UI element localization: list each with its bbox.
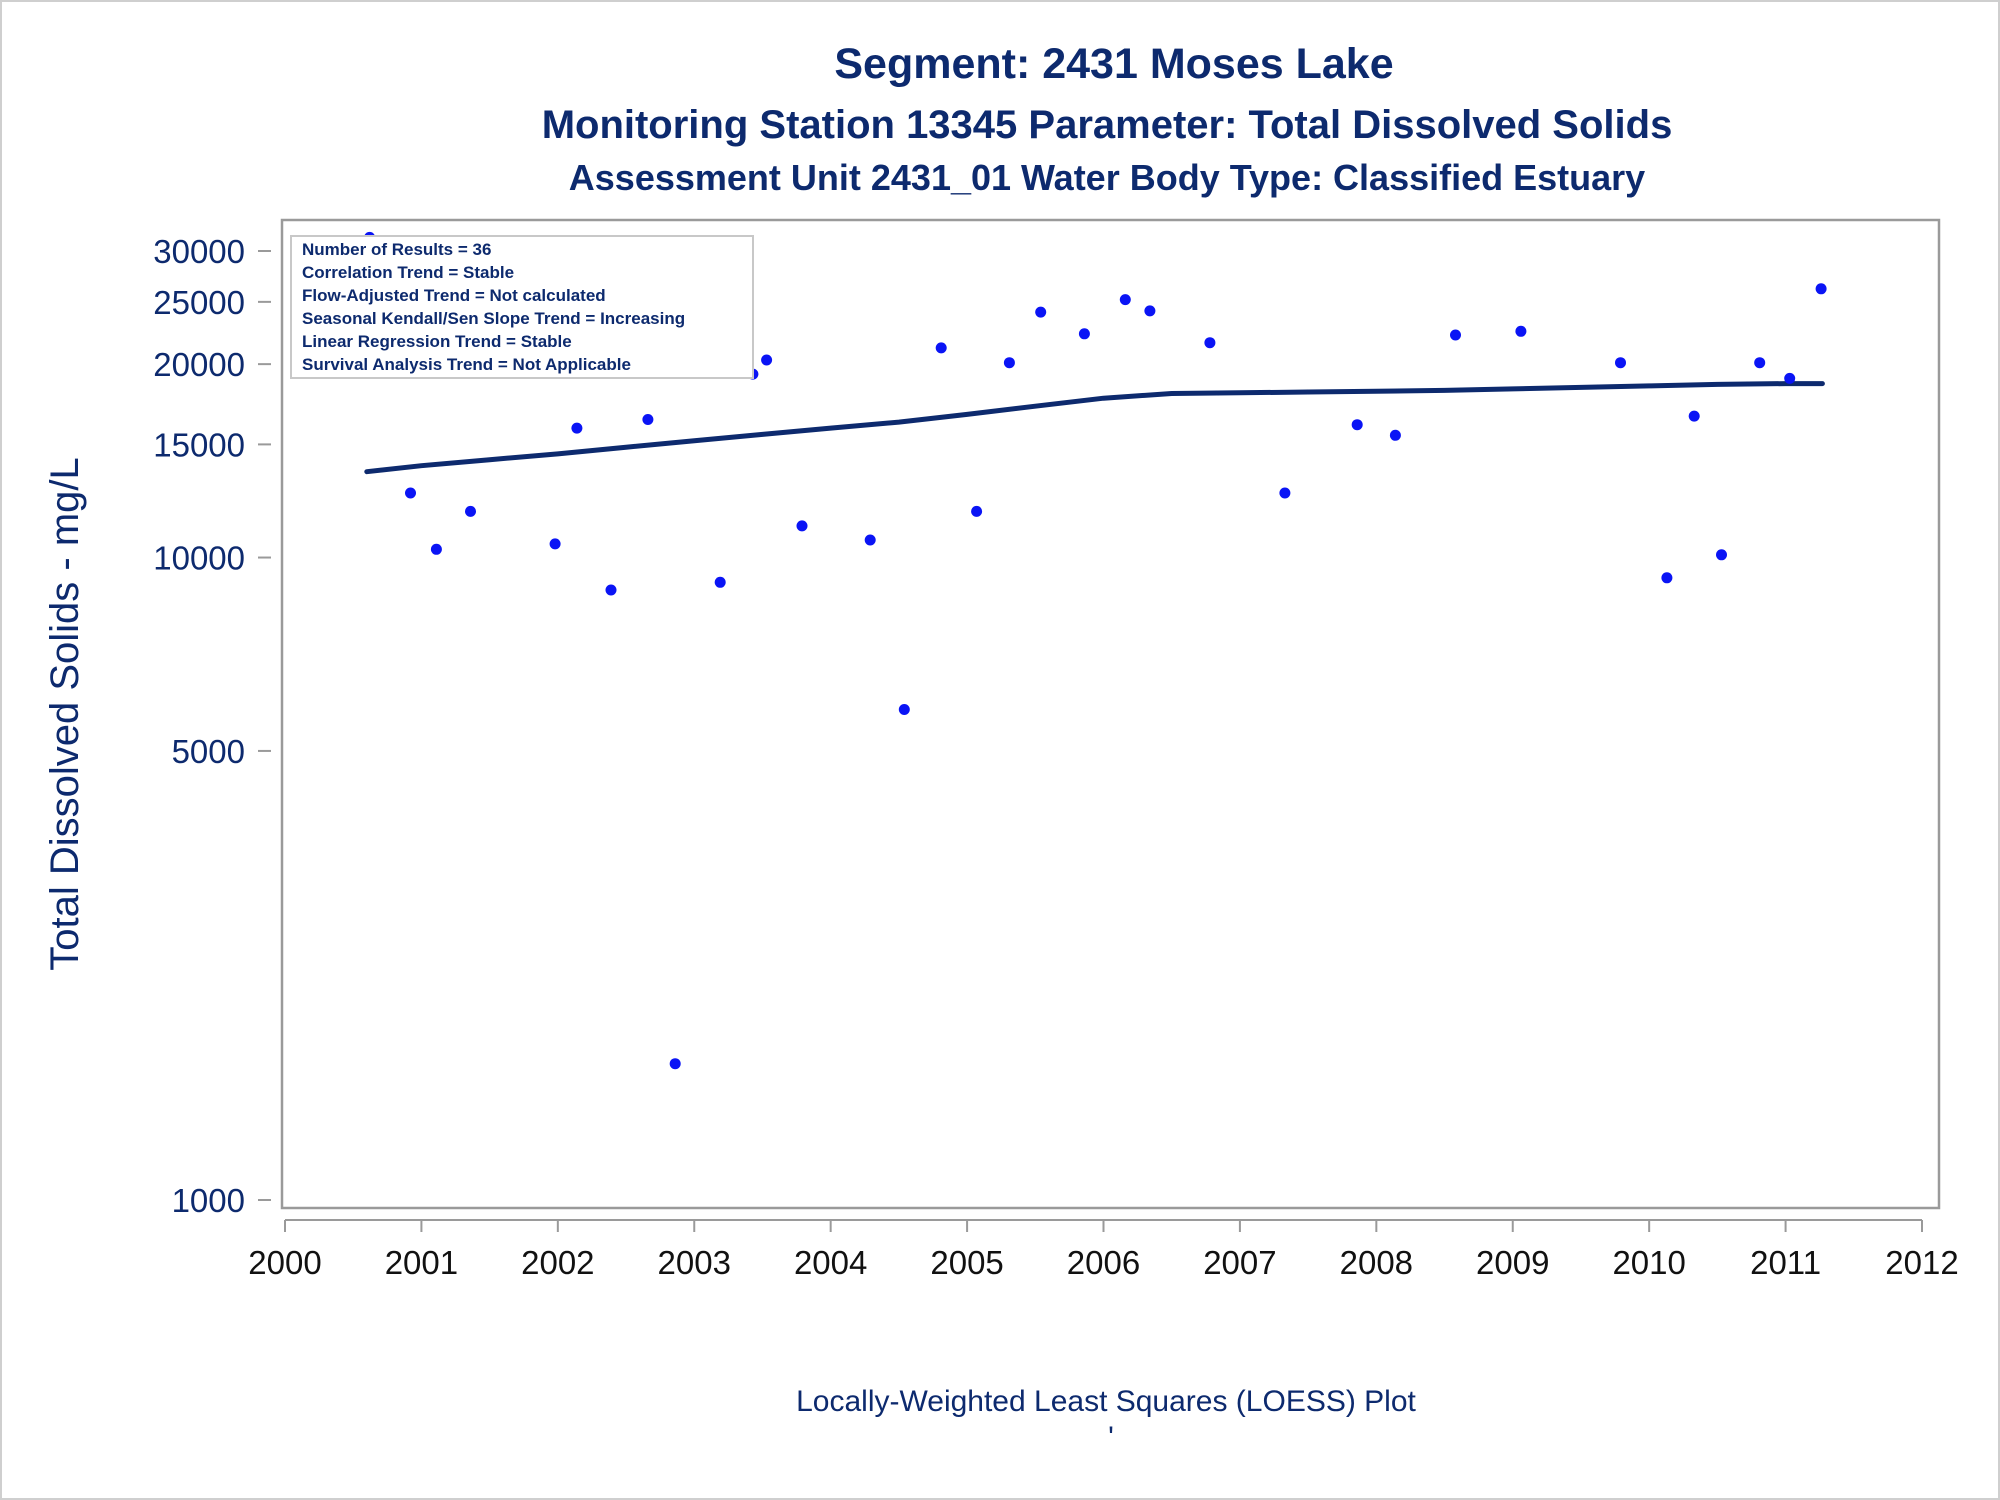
data-point bbox=[1716, 549, 1727, 561]
x-tick-label: 2003 bbox=[658, 1244, 731, 1281]
stats-seasonal-kendall-trend: Seasonal Kendall/Sen Slope Trend = Incre… bbox=[302, 309, 685, 328]
data-point bbox=[1003, 357, 1015, 369]
chart-subtitle-station: Monitoring Station 13345 Parameter: Tota… bbox=[542, 103, 1673, 147]
x-tick-label: 2009 bbox=[1476, 1244, 1549, 1281]
x-axis: 2000 2001 2002 2003 2004 2005 2006 2007 2008 2009… bbox=[248, 1219, 1959, 1281]
x-tick-label: 2006 bbox=[1067, 1244, 1140, 1281]
data-point bbox=[1119, 294, 1131, 306]
y-axis: 1000 5000 10000 15000 20000 25000 30000 bbox=[153, 233, 271, 1219]
footnote: Locally-Weighted Least Squares (LOESS) P… bbox=[796, 1385, 1416, 1418]
y-tick-label: 25000 bbox=[153, 284, 245, 321]
x-tick-label: 2012 bbox=[1885, 1244, 1958, 1281]
data-point bbox=[1078, 328, 1090, 340]
data-point bbox=[605, 584, 617, 596]
data-point bbox=[898, 704, 910, 715]
data-point bbox=[1035, 306, 1047, 318]
y-tick-label: 5000 bbox=[172, 733, 245, 770]
stats-number-of-results: Number of Results = 36 bbox=[302, 240, 491, 259]
y-tick-label: 1000 bbox=[172, 1182, 245, 1219]
data-point bbox=[430, 543, 442, 555]
stats-correlation-trend: Correlation Trend = Stable bbox=[302, 263, 514, 282]
chart-title: Segment: 2431 Moses Lake bbox=[834, 40, 1393, 88]
data-point bbox=[405, 487, 416, 499]
data-point bbox=[1144, 305, 1156, 317]
plot-area-frame bbox=[280, 218, 1941, 1210]
chart-subtitle-assessment: Assessment Unit 2431_01 Water Body Type:… bbox=[569, 157, 1645, 198]
data-point bbox=[1661, 572, 1673, 584]
y-tick-label: 10000 bbox=[153, 540, 245, 577]
data-point bbox=[1815, 283, 1827, 295]
x-tick-label: 2000 bbox=[248, 1244, 321, 1281]
x-tick-label: 2011 bbox=[1750, 1244, 1821, 1281]
stats-box: Number of Results = 36 Correlation Trend… bbox=[290, 235, 754, 379]
data-point bbox=[549, 538, 561, 550]
data-point bbox=[1204, 337, 1216, 349]
data-point bbox=[669, 1058, 681, 1070]
x-tick-label: 2007 bbox=[1203, 1244, 1276, 1281]
scatter-points bbox=[364, 231, 1827, 1070]
x-tick-label: 2002 bbox=[521, 1244, 594, 1281]
x-tick-label: 2008 bbox=[1340, 1244, 1413, 1281]
x-tick-label: 2004 bbox=[794, 1244, 867, 1281]
y-tick-label: 30000 bbox=[153, 233, 245, 270]
data-point bbox=[796, 520, 808, 532]
loess-line bbox=[364, 381, 1825, 475]
y-axis-label: Total Dissolved Solids - mg/L bbox=[43, 457, 87, 971]
data-point bbox=[571, 422, 583, 434]
data-point bbox=[1279, 487, 1291, 499]
data-point bbox=[642, 414, 654, 425]
data-point bbox=[935, 342, 947, 354]
data-point bbox=[1450, 329, 1461, 341]
stats-box-frame bbox=[290, 235, 754, 379]
data-point bbox=[1615, 357, 1626, 369]
data-point bbox=[761, 354, 773, 366]
footnote-mark: ' bbox=[1108, 1421, 1114, 1454]
x-tick-label: 2001 bbox=[385, 1244, 458, 1281]
data-point bbox=[1351, 419, 1363, 431]
data-point bbox=[1784, 372, 1796, 384]
data-point bbox=[971, 505, 983, 517]
y-tick-label: 15000 bbox=[153, 426, 245, 463]
data-point bbox=[1389, 429, 1401, 441]
data-point bbox=[1754, 357, 1766, 369]
data-point bbox=[1515, 325, 1527, 337]
stats-survival-analysis-trend: Survival Analysis Trend = Not Applicable bbox=[302, 355, 631, 374]
data-point bbox=[465, 505, 476, 517]
stats-flow-adjusted-trend: Flow-Adjusted Trend = Not calculated bbox=[302, 286, 606, 305]
data-point bbox=[1688, 410, 1700, 422]
data-point bbox=[864, 534, 876, 546]
stats-linear-regression-trend: Linear Regression Trend = Stable bbox=[302, 332, 572, 351]
x-tick-label: 2010 bbox=[1612, 1244, 1685, 1281]
data-point bbox=[714, 576, 726, 588]
x-tick-label: 2005 bbox=[930, 1244, 1003, 1281]
y-tick-label: 20000 bbox=[153, 346, 245, 383]
loess-line-group bbox=[364, 381, 1825, 475]
